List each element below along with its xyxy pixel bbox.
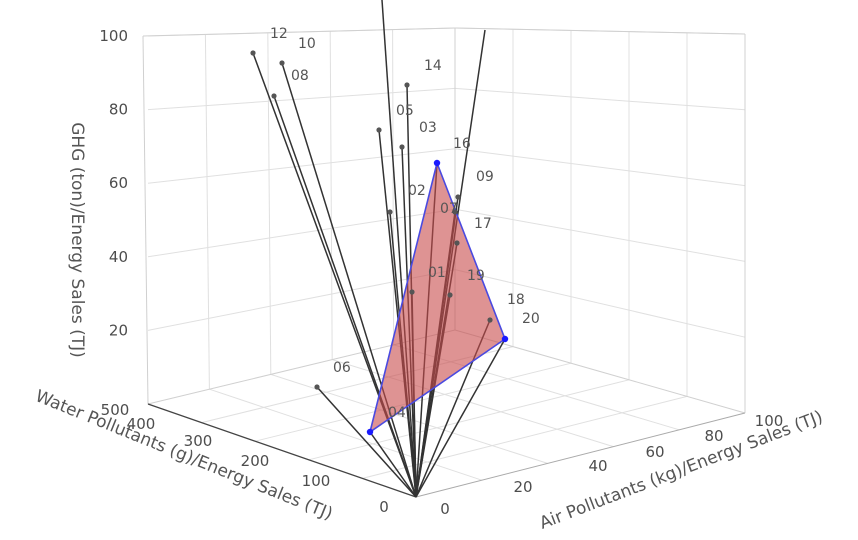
wall-edge <box>142 27 456 37</box>
data-point <box>452 209 458 215</box>
data-point <box>279 60 285 66</box>
z-tick-label: 80 <box>109 101 128 119</box>
point-label: 03 <box>419 120 437 136</box>
x-tick-label: 80 <box>704 427 723 445</box>
stem-line <box>252 52 417 498</box>
grid-line <box>392 29 395 345</box>
data-point <box>250 50 256 56</box>
point-label: 19 <box>467 268 485 284</box>
z-tick-label: 40 <box>109 248 128 266</box>
grid <box>142 27 746 481</box>
data-point <box>501 335 509 343</box>
grid-line <box>204 34 210 390</box>
point-label: 18 <box>507 292 525 308</box>
data-point <box>399 144 405 150</box>
point-label: 06 <box>333 360 351 376</box>
axis-lines <box>147 403 746 498</box>
y-tick-label: 400 <box>127 415 156 433</box>
stem-line <box>369 431 417 498</box>
data-point <box>455 194 461 200</box>
grid-line <box>147 208 456 258</box>
wall-edge <box>454 329 746 414</box>
point-label: 17 <box>474 216 492 232</box>
point-label: 14 <box>424 58 442 74</box>
x-tick-label: 60 <box>645 443 664 461</box>
y-axis-title: Water Pollutants (g)/Energy Sales (TJ) <box>32 386 335 524</box>
point-label: 10 <box>298 36 316 52</box>
grid-line <box>147 269 456 331</box>
grid-line <box>454 148 746 187</box>
z-tick-label: 100 <box>99 27 128 45</box>
data-point <box>409 289 415 295</box>
stem-line <box>381 0 417 498</box>
grid-line <box>332 359 614 448</box>
data-point <box>447 292 453 298</box>
water-axis-line <box>147 403 417 498</box>
stem-line <box>415 338 506 498</box>
point-label: 12 <box>270 26 288 42</box>
data-point <box>433 159 441 167</box>
frontier <box>368 160 506 434</box>
y-tick-label: 0 <box>379 498 389 516</box>
point-label: 01 <box>428 265 446 281</box>
stem-line <box>316 386 417 498</box>
grid-line <box>308 379 630 461</box>
x-tick-label: 40 <box>588 457 607 475</box>
y-tick-label: 300 <box>184 432 213 450</box>
point-label: 16 <box>453 136 471 152</box>
air-axis-line <box>415 412 746 498</box>
z-tick-label: 60 <box>109 174 128 192</box>
x-tick-label: 20 <box>513 478 532 496</box>
point-label: 04 <box>388 405 406 421</box>
grid-line <box>267 32 272 375</box>
grid-line <box>209 388 482 481</box>
point-label: 07 <box>440 201 458 217</box>
data-point <box>376 127 382 133</box>
frontier-surface <box>368 160 506 434</box>
y-tick-label: 100 <box>302 472 331 490</box>
grid-line <box>147 148 456 184</box>
stem-line <box>281 62 417 498</box>
grid-line <box>329 31 333 360</box>
z-axis-title: GHG (ton)/Energy Sales (TJ) <box>67 122 87 358</box>
grid-line <box>147 87 456 111</box>
z-tick-label: 20 <box>109 321 128 339</box>
data-point <box>387 209 393 215</box>
point-label: 05 <box>396 103 414 119</box>
grid-line <box>454 208 746 262</box>
data-point <box>271 93 277 99</box>
y-tick-label: 200 <box>241 452 270 470</box>
x-tick-label: 0 <box>440 500 450 518</box>
wall-edge <box>142 35 149 405</box>
point-label: 09 <box>476 169 494 185</box>
point-label: 08 <box>291 68 309 84</box>
stem-line <box>273 95 417 498</box>
data-point <box>454 240 460 246</box>
grid-line <box>454 87 746 111</box>
point-label: 20 <box>522 311 540 327</box>
point-label: 02 <box>408 183 426 199</box>
grid-line <box>454 269 746 338</box>
grid-line <box>362 395 688 479</box>
y-tick-label: 500 <box>101 401 130 419</box>
points <box>250 50 509 436</box>
data-point <box>366 428 374 436</box>
data-point <box>487 317 493 323</box>
point-labels: 01 02 03 04 05 06 07 08 09 10 12 14 16 17 18 19 20 <box>270 26 540 421</box>
data-point <box>404 82 410 88</box>
x-axis-title: Air Pollutants (kg)/Energy Sales (TJ) <box>537 407 826 534</box>
wall-edge <box>454 27 746 35</box>
data-point <box>314 384 320 390</box>
stem-line <box>378 129 417 498</box>
x-tick-label: 100 <box>755 412 784 430</box>
